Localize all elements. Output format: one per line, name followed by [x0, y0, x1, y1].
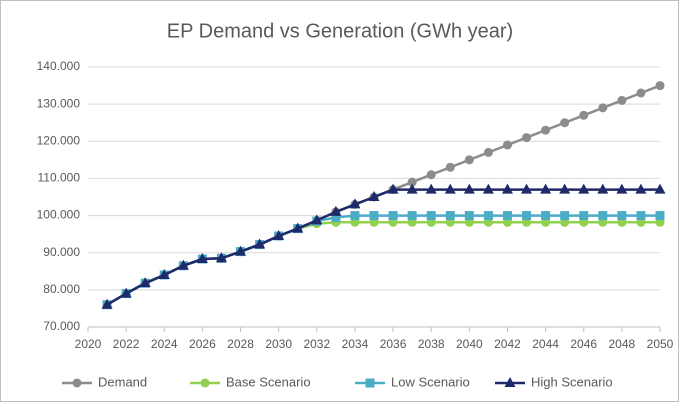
marker [365, 378, 375, 388]
legend-label: Base Scenario [226, 374, 311, 389]
marker [407, 177, 417, 187]
marker [120, 287, 132, 298]
marker [331, 212, 341, 222]
marker [635, 183, 647, 194]
marker [445, 211, 455, 221]
marker [483, 147, 493, 157]
chart-title: EP Demand vs Generation (GWh year) [167, 20, 513, 42]
marker [654, 183, 666, 194]
marker [235, 245, 247, 256]
y-tick-label: 110.000 [38, 171, 81, 185]
x-tick-label: 2028 [227, 337, 254, 351]
marker [464, 155, 474, 165]
x-tick-label: 2044 [532, 337, 559, 351]
marker [311, 214, 323, 225]
marker [501, 183, 513, 194]
y-tick-label: 100.000 [37, 208, 81, 222]
marker [597, 183, 609, 194]
marker [541, 125, 551, 135]
y-tick-label: 130.000 [37, 96, 81, 110]
marker [578, 183, 590, 194]
marker [368, 191, 380, 201]
marker [196, 253, 208, 264]
x-tick-label: 2036 [380, 337, 407, 351]
marker [349, 198, 361, 209]
y-tick-label: 140.000 [37, 59, 81, 73]
y-tick-label: 120.000 [37, 133, 81, 147]
marker [579, 110, 589, 120]
x-tick-label: 2024 [151, 337, 178, 351]
marker [617, 95, 627, 105]
marker [215, 252, 227, 263]
x-tick-label: 2050 [647, 337, 674, 351]
marker [72, 378, 82, 388]
marker [617, 211, 627, 221]
x-tick-label: 2048 [609, 337, 636, 351]
marker [388, 211, 398, 221]
marker [254, 238, 266, 249]
x-tick-label: 2034 [342, 337, 369, 351]
marker [158, 269, 170, 279]
marker [406, 183, 418, 194]
marker [541, 211, 551, 221]
x-tick-label: 2038 [418, 337, 445, 351]
y-tick-label: 80.000 [43, 282, 80, 296]
x-tick-label: 2022 [113, 337, 140, 351]
marker [482, 183, 494, 194]
marker [369, 211, 379, 221]
marker [559, 183, 571, 194]
marker [636, 88, 646, 98]
marker [521, 183, 533, 194]
marker [504, 377, 516, 387]
marker [522, 133, 532, 143]
marker [655, 81, 665, 91]
marker [522, 211, 532, 221]
marker [407, 211, 417, 221]
marker [616, 183, 628, 194]
x-tick-label: 2030 [265, 337, 292, 351]
marker [350, 211, 360, 221]
marker [330, 205, 342, 216]
marker [502, 140, 512, 150]
marker [445, 162, 455, 172]
marker [139, 277, 151, 288]
legend-label: Low Scenario [391, 374, 470, 389]
marker [387, 183, 399, 194]
marker [426, 170, 436, 180]
marker [177, 259, 189, 270]
y-tick-label: 70.000 [43, 319, 80, 333]
x-tick-label: 2032 [303, 337, 330, 351]
x-tick-label: 2040 [456, 337, 483, 351]
marker [292, 222, 304, 233]
marker [655, 211, 665, 221]
x-tick-label: 2046 [570, 337, 597, 351]
marker [273, 230, 285, 240]
marker [598, 103, 608, 113]
marker [426, 211, 436, 221]
marker [425, 183, 437, 194]
legend-label: Demand [98, 374, 147, 389]
marker [444, 183, 456, 194]
legend-label: High Scenario [531, 374, 613, 389]
marker [560, 211, 570, 221]
marker [636, 211, 646, 221]
marker [598, 211, 608, 221]
marker [502, 211, 512, 221]
marker [483, 211, 493, 221]
x-tick-label: 2042 [494, 337, 521, 351]
x-tick-label: 2026 [189, 337, 216, 351]
marker [101, 298, 113, 309]
marker [464, 211, 474, 221]
x-tick-label: 2020 [75, 337, 102, 351]
y-tick-label: 90.000 [43, 245, 80, 259]
marker [200, 378, 210, 388]
marker [540, 183, 552, 194]
marker [463, 183, 475, 194]
marker [579, 211, 589, 221]
marker [560, 118, 570, 128]
